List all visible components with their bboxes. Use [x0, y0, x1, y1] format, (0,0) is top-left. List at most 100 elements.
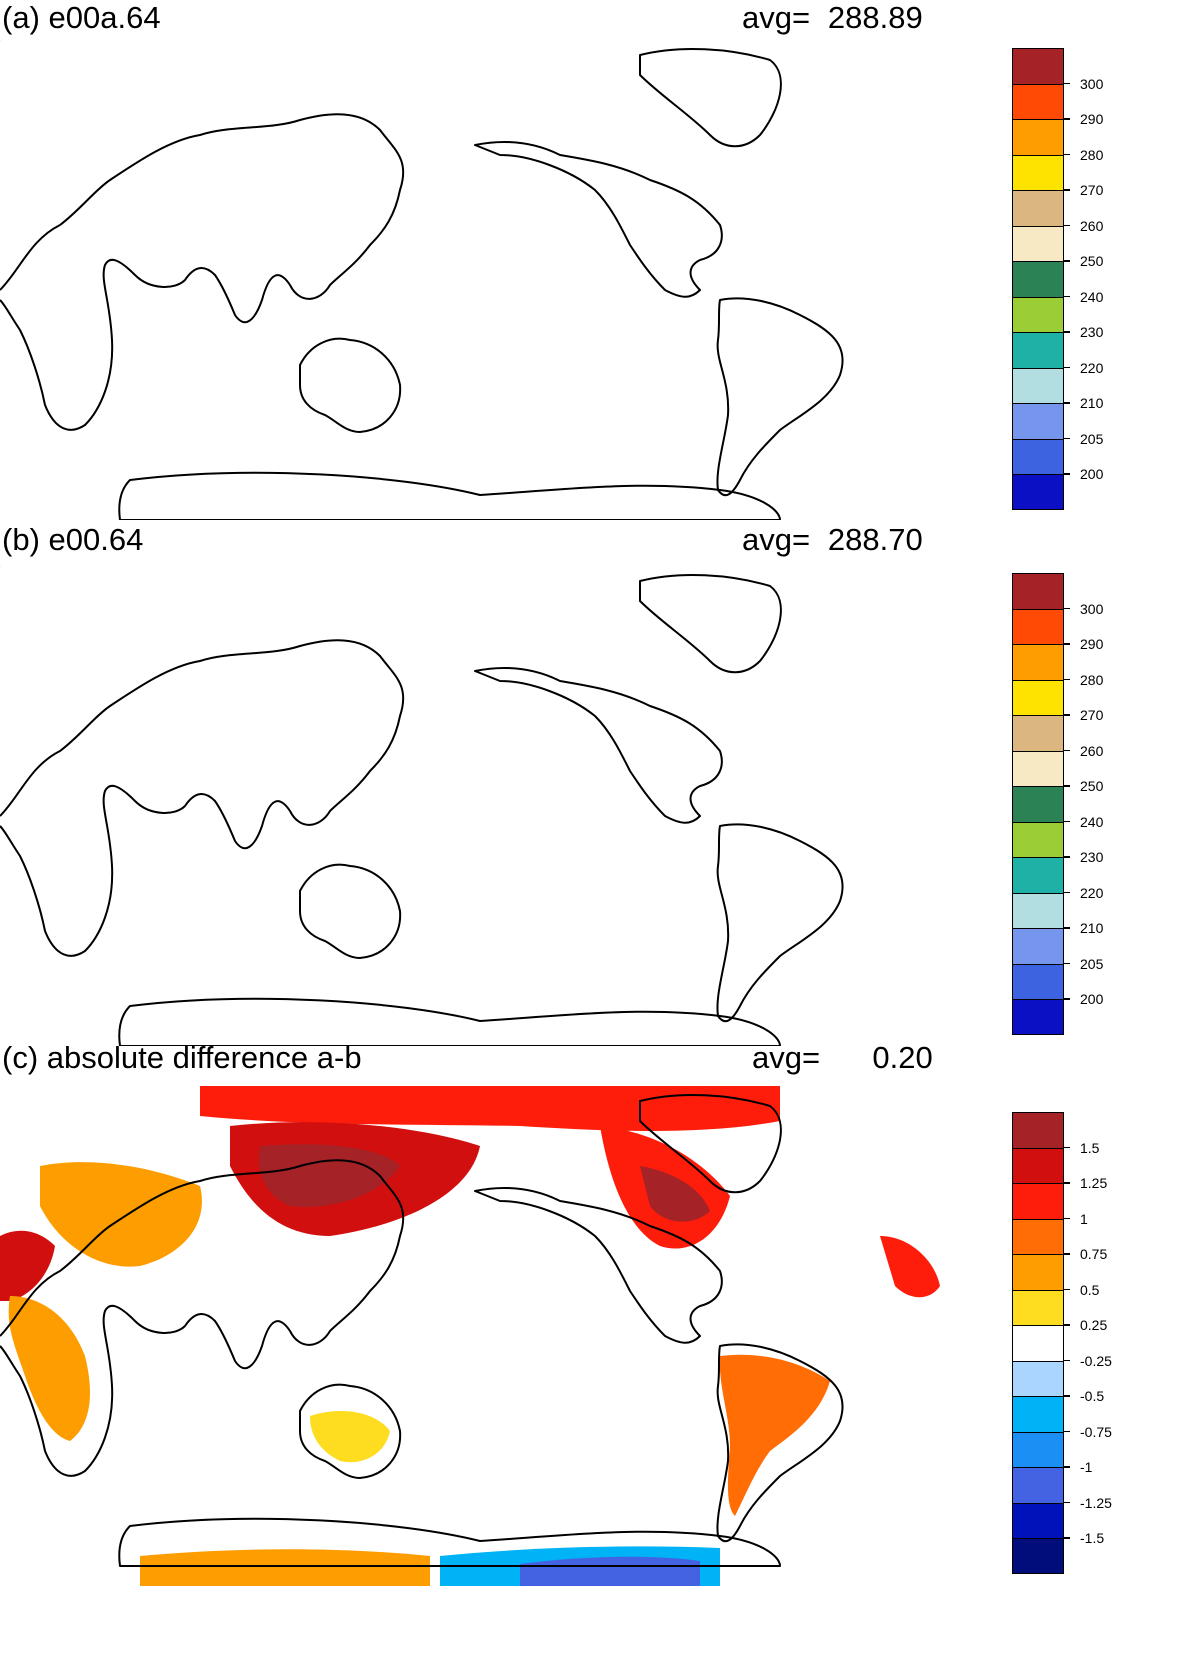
colorbar-label: -0.75 — [1080, 1423, 1112, 1440]
colorbar-label: 230 — [1080, 849, 1104, 865]
diff-region — [200, 1086, 780, 1131]
colorbar-label: -0.25 — [1080, 1352, 1112, 1369]
colorbar-tick — [1064, 749, 1070, 752]
latitude-band — [0, 646, 944, 691]
colorbar-label: 250 — [1080, 778, 1104, 794]
colorbar-label: -1 — [1080, 1459, 1093, 1475]
coastline — [639, 47, 782, 148]
latitude-band — [0, 210, 944, 255]
colorbar-label: 290 — [1080, 636, 1104, 652]
coastline — [716, 297, 844, 497]
coastline — [118, 1517, 781, 1567]
colorbar-swatch — [1012, 963, 1064, 999]
colorbar-swatch — [1012, 296, 1064, 332]
colorbar-swatch — [1012, 1360, 1064, 1396]
colorbar-tick — [1064, 224, 1070, 227]
antarctic-fill-2 — [200, 482, 400, 520]
panel-b: (b) e00.64 avg= 288.70 300 290 280 270 260 25… — [0, 520, 1194, 1046]
antarctic-fill-3 — [480, 486, 720, 520]
colorbar-tick — [1064, 473, 1070, 475]
colorbar-label: 270 — [1080, 182, 1104, 198]
colorbar-tick — [1064, 998, 1070, 1000]
colorbar-swatch — [1012, 999, 1064, 1035]
latitude-band — [0, 781, 944, 856]
colorbar-swatch — [1012, 644, 1064, 680]
latitude-band — [0, 606, 944, 646]
diff-region — [520, 1556, 700, 1586]
colorbar-tick — [1064, 856, 1070, 858]
colorbar-tick — [1064, 295, 1070, 298]
colorbar-swatch — [1012, 1538, 1064, 1574]
latitude-band — [0, 80, 944, 120]
avg-value: 288.70 — [827, 522, 923, 557]
latitude-band — [0, 736, 944, 781]
colorbar-tick — [1064, 189, 1070, 191]
colorbar-label: 200 — [1080, 991, 1104, 1007]
diff-region — [640, 1166, 710, 1222]
coastline — [639, 573, 782, 674]
panel-c: (c) absolute difference a-b avg= 0.20 1.… — [0, 1040, 1194, 1677]
colorbar-swatch — [1012, 892, 1064, 928]
panel-title: (a) e00a.64 — [2, 0, 161, 35]
diff-region — [140, 1549, 430, 1586]
colorbar-tick — [1064, 1253, 1070, 1255]
latitude-band — [0, 566, 1, 567]
latitude-band — [0, 485, 944, 510]
colorbar-tick — [1064, 331, 1070, 333]
coastline — [474, 141, 723, 298]
colorbar-tick — [1064, 1182, 1070, 1184]
colorbar-swatch — [1012, 1218, 1064, 1254]
colorbar-swatch — [1012, 190, 1064, 226]
avg-label: avg= — [742, 0, 811, 35]
n-america-fill — [580, 686, 720, 763]
diff-region — [8, 1296, 91, 1441]
colorbar-label: 0.75 — [1080, 1246, 1108, 1262]
colorbar-tick — [1064, 927, 1070, 929]
colorbar-label: -1.5 — [1080, 1530, 1105, 1546]
colorbar-swatch — [1012, 573, 1064, 609]
colorbar-swatch — [1012, 608, 1064, 644]
colorbar-tick — [1064, 260, 1070, 262]
colorbar-label: -0.5 — [1080, 1388, 1105, 1404]
colorbar-swatch — [1012, 679, 1064, 715]
latitude-band — [0, 510, 944, 520]
colorbar-swatch — [1012, 750, 1064, 786]
panel-avg: avg= 0.20 — [752, 1040, 933, 1076]
greenland-fill — [640, 49, 781, 146]
avg-value: 0.20 — [872, 1040, 933, 1075]
diff-region — [258, 1144, 400, 1207]
map-fill — [0, 566, 944, 856]
greenland-fill — [640, 575, 781, 672]
colorbar-label: 220 — [1080, 359, 1104, 376]
colorbar-tick — [1064, 402, 1070, 404]
colorbar-tick — [1064, 366, 1070, 369]
latitude-band — [0, 330, 944, 400]
siberia-fill — [230, 604, 400, 644]
coastline — [299, 863, 402, 959]
coastline — [474, 667, 723, 824]
colorbar-tick — [1064, 1359, 1070, 1362]
colorbar-label: 0.25 — [1080, 1317, 1108, 1333]
colorbar-tick — [1064, 714, 1070, 716]
coastline — [716, 1343, 844, 1543]
colorbar-label: -1.25 — [1080, 1494, 1112, 1511]
colorbar-label: 250 — [1080, 253, 1104, 269]
colorbar-tick — [1064, 1146, 1070, 1149]
colorbar-tick — [1064, 643, 1070, 645]
latitude-band — [0, 255, 944, 330]
colorbar-label: 1.5 — [1080, 1139, 1100, 1156]
colorbar-swatch — [1012, 367, 1064, 403]
panel-title: (b) e00.64 — [2, 522, 144, 557]
colorbar-label: 260 — [1080, 217, 1104, 234]
latitude-band — [0, 120, 944, 165]
colorbar-tick — [1064, 820, 1070, 823]
colorbar-swatch — [1012, 1183, 1064, 1219]
n-america-fill — [580, 160, 720, 237]
colorbar-swatch — [1012, 715, 1064, 751]
coastline — [0, 113, 405, 431]
colorbar-label: 230 — [1080, 324, 1104, 340]
coastline — [474, 1187, 723, 1344]
colorbar-frame — [1012, 573, 1064, 1035]
colorbar-tick — [1064, 82, 1070, 85]
coastline — [639, 1093, 782, 1194]
